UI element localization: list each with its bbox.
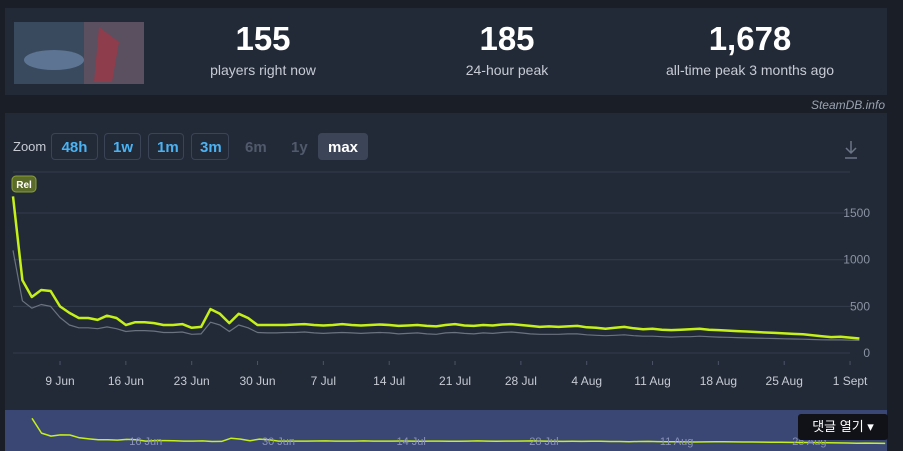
stat-label: all-time peak 3 months ago	[665, 62, 835, 78]
series-line	[11, 196, 860, 340]
comment-button-label: 댓글 열기	[812, 419, 864, 434]
x-tick-label: 14 Jul	[373, 374, 405, 388]
annotation: Rel	[16, 180, 32, 191]
navigator[interactable]	[5, 410, 887, 451]
comment-button[interactable]: 댓글 열기 ▾	[798, 414, 888, 440]
zoom-button[interactable]: 6m	[245, 139, 267, 156]
x-tick-label: 4 Aug	[571, 374, 602, 388]
x-tick-label: 11 Aug	[634, 374, 670, 388]
y-tick-label: 500	[850, 299, 870, 313]
stat: 155 players right now	[153, 20, 373, 78]
stats-panel	[5, 8, 887, 95]
x-tick-label: 1 Sept	[833, 374, 868, 388]
navigator-label: 14 Jul	[397, 436, 426, 448]
x-tick-label: 28 Jul	[505, 374, 537, 388]
y-tick-label: 1000	[843, 253, 870, 267]
y-tick-label: 0	[863, 346, 870, 360]
credit: SteamDB.info	[810, 98, 885, 112]
stat: 185 24-hour peak	[397, 20, 617, 78]
navigator-label: 30 Jun	[262, 436, 295, 448]
stat: 1,678 all-time peak 3 months ago	[640, 20, 860, 78]
series-line	[12, 250, 860, 341]
zoom-button[interactable]: max	[318, 133, 368, 160]
x-tick-label: 21 Jul	[439, 374, 471, 388]
annotation-badge	[11, 175, 37, 193]
zoom-button[interactable]: 1w	[104, 133, 141, 160]
chart-panel	[5, 113, 887, 451]
navigator-line	[31, 417, 886, 445]
download-icon[interactable]	[845, 141, 857, 159]
stat-value: 1,678	[708, 20, 792, 57]
game-logo	[14, 22, 144, 84]
stat-label: players right now	[210, 62, 316, 78]
zoom-button[interactable]: 3m	[191, 133, 229, 160]
zoom-label: Zoom	[13, 139, 47, 154]
x-tick-label: 9 Jun	[45, 374, 74, 388]
navigator-label: 28 Jul	[529, 436, 558, 448]
x-tick-label: 16 Jun	[108, 374, 144, 388]
x-tick-label: 25 Aug	[766, 374, 803, 388]
stat-value: 185	[479, 20, 535, 57]
stat-label: 24-hour peak	[465, 62, 549, 78]
zoom-button[interactable]: 1m	[148, 133, 184, 160]
x-tick-label: 18 Aug	[700, 374, 737, 388]
y-tick-label: 1500	[843, 206, 870, 220]
x-tick-label: 7 Jul	[311, 374, 336, 388]
x-tick-label: 23 Jun	[174, 374, 210, 388]
x-tick-label: 30 Jun	[240, 374, 276, 388]
navigator-label: 11 Aug	[660, 436, 693, 448]
stat-value: 155	[235, 20, 291, 57]
navigator-label: 16 Jun	[129, 436, 162, 448]
zoom-button[interactable]: 48h	[51, 133, 98, 160]
zoom-button[interactable]: 1y	[291, 139, 308, 156]
